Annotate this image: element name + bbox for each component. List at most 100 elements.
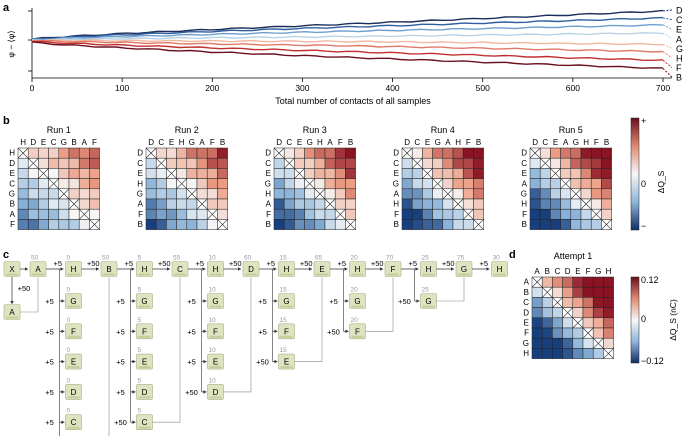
panel-a-lines [31, 9, 664, 69]
run-cell-cross [176, 178, 188, 190]
run-row-label: B [266, 220, 271, 229]
run-cell [155, 147, 167, 159]
run-col-label: H [317, 138, 323, 147]
panel-b-colorbar-label: ΔQ_S [656, 170, 666, 193]
run-cell [304, 208, 316, 220]
run-row-label: F [10, 220, 15, 229]
run-cell [422, 198, 433, 210]
run-cell [206, 188, 218, 200]
step-label: +5 [116, 327, 125, 336]
run-cell [89, 198, 100, 210]
sample-contact-count: 0 [67, 347, 71, 354]
run-cell-cross [539, 157, 551, 169]
run-cell [283, 178, 295, 190]
run-cell [145, 198, 157, 210]
run-cell [206, 178, 218, 190]
attempt-cell [541, 327, 553, 339]
run-cell [273, 168, 285, 179]
flow-arrowhead [415, 267, 419, 271]
sample-box-letter: G [141, 297, 147, 306]
run-cell [38, 208, 49, 220]
sample-box-rect [136, 293, 153, 309]
attempt-cell [531, 297, 543, 308]
attempt-cell [562, 317, 574, 329]
attempt-cell [541, 297, 553, 308]
sample-box-letter: G [461, 265, 467, 274]
return-connector [152, 277, 181, 423]
run-row-label: A [394, 189, 400, 198]
run-cell-cross [145, 147, 157, 159]
run-col-label: F [92, 138, 97, 147]
sample-box-letter: H [142, 265, 148, 274]
flow-arrowhead [61, 359, 65, 364]
sample-box-base [67, 366, 80, 369]
attempt-cell [562, 337, 574, 349]
run-cell-cross [442, 188, 454, 200]
sample-box-H: 15 H [278, 255, 295, 277]
attempt-cell [531, 348, 543, 359]
sample-box-E: 15 E [278, 347, 295, 370]
sample-box-E: 65 E [313, 255, 331, 277]
flow-arrowhead [61, 329, 65, 334]
run-cell [550, 188, 561, 200]
run-cell [452, 168, 464, 179]
sample-box-base [67, 426, 80, 429]
panel-a-series-F [31, 40, 664, 62]
sample-contact-count: 30 [493, 255, 501, 262]
run-cell [68, 219, 80, 230]
attempt-cell [562, 286, 574, 298]
sample-box-E: 0E [65, 347, 82, 370]
run-cell [166, 178, 177, 190]
run-cell [422, 219, 433, 230]
sample-box-letter: A [35, 265, 41, 274]
run-cell [166, 208, 177, 220]
flow-arrowhead [203, 329, 207, 334]
sample-contact-count: 10 [209, 377, 217, 384]
run-cell [294, 157, 305, 169]
run-cell [217, 168, 228, 179]
run-cell-cross [78, 208, 90, 220]
run-cell [452, 157, 464, 169]
attempt-cell [603, 337, 614, 349]
attempt-cell [592, 286, 604, 298]
run-cell [539, 168, 551, 179]
run-cell [58, 168, 70, 179]
step-label: +5 [116, 297, 125, 306]
run-cell [570, 219, 582, 230]
run-cell [17, 168, 29, 179]
run-cell [196, 188, 208, 200]
run-cell [560, 147, 572, 159]
run-col-label: A [327, 138, 333, 147]
run-col-label: F [338, 138, 343, 147]
run-cell [68, 178, 80, 190]
attempt-row-label: G [523, 339, 529, 348]
sample-box-D: 0D [65, 377, 82, 400]
run-col-label: B [348, 138, 353, 147]
run-cell [601, 168, 612, 179]
sample-box-B: 50 B [100, 255, 118, 277]
run-cell [17, 178, 29, 190]
run-cell-cross [304, 178, 316, 190]
run-cell [273, 198, 285, 210]
sample-contact-count: 60 [244, 255, 252, 262]
run-cell [217, 178, 228, 190]
attempt-cell [582, 297, 594, 308]
run-row-label: E [394, 169, 399, 178]
panel-a-xtick-label: 300 [295, 83, 309, 93]
run-cell [186, 157, 198, 169]
run-cell [176, 208, 188, 220]
run-cell [155, 219, 167, 230]
run-col-label: D [30, 138, 36, 147]
step-label: +50 [18, 284, 31, 293]
run-cell [314, 157, 326, 169]
run-col-label: E [425, 138, 430, 147]
run-row-label: D [265, 149, 271, 158]
sample-box-letter: E [319, 265, 324, 274]
run-cell [550, 208, 561, 220]
sample-contact-count: 5 [138, 377, 142, 384]
attempt-cell [582, 348, 594, 359]
sample-contact-count: 10 [209, 317, 217, 324]
run-cell [539, 147, 551, 159]
attempt-cell [552, 317, 563, 329]
